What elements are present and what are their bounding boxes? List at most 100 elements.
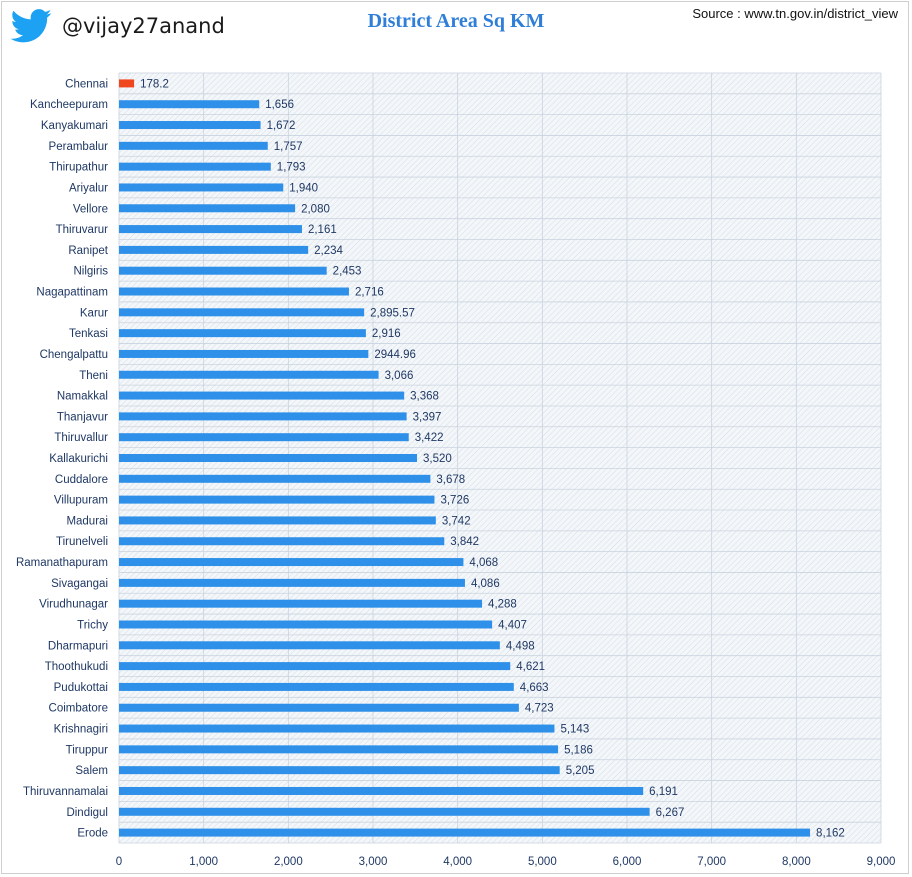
category-label: Chennai (65, 78, 108, 90)
twitter-bird-icon (10, 9, 52, 43)
data-label: 4,288 (488, 599, 517, 611)
category-label: Dindigul (66, 807, 108, 819)
x-tick-label: 0 (116, 856, 122, 868)
bar (119, 287, 349, 296)
source-credit: Source : www.tn.gov.in/district_view (692, 6, 898, 21)
bar (119, 474, 431, 483)
value-axis: 0 1,000 2,000 3,000 4,000 5,000 6,000 7,000 8,00… (116, 856, 896, 868)
data-label: 5,143 (560, 724, 589, 736)
category-label: Tiruppur (66, 744, 109, 756)
bar (119, 558, 464, 567)
category-label: Dharmapuri (48, 640, 108, 652)
category-label: Coimbatore (49, 703, 108, 715)
category-label: Kallakurichi (49, 453, 108, 465)
bar (119, 454, 418, 462)
category-label: Kanyakumari (41, 120, 108, 132)
data-label: 3,422 (415, 432, 444, 444)
bar (119, 766, 560, 775)
data-label: 6,191 (649, 786, 678, 798)
data-label: 3,397 (413, 411, 442, 423)
data-label: 4,086 (471, 578, 500, 590)
twitter-handle-block: @vijay27anand (10, 8, 225, 44)
category-label: Nilgiris (74, 266, 109, 278)
data-label: 4,621 (516, 661, 545, 673)
category-label: Cuddalore (55, 474, 108, 486)
category-label: Theni (79, 370, 108, 382)
data-label: 2,080 (301, 203, 330, 215)
data-label: 2,234 (314, 245, 343, 257)
bar (119, 828, 811, 837)
bar (119, 537, 445, 546)
category-label: Ramanathapuram (16, 557, 108, 569)
data-label: 4,723 (525, 703, 554, 715)
data-label: 1,793 (277, 162, 306, 174)
category-label: Namakkal (57, 391, 108, 403)
bar (119, 412, 407, 421)
data-label: 2,916 (372, 328, 401, 340)
category-label: Tenkasi (69, 328, 108, 340)
data-label: 1,656 (265, 99, 294, 111)
category-label: Thoothukudi (45, 661, 108, 673)
bar (119, 724, 555, 733)
bar (119, 79, 135, 88)
category-label: Chengalpattu (40, 349, 108, 361)
x-tick-label: 3,000 (359, 856, 388, 868)
data-label: 4,663 (520, 682, 549, 694)
data-label: 2,895.57 (370, 307, 415, 319)
data-label: 1,940 (289, 182, 318, 194)
category-label: Tirunelveli (56, 536, 108, 548)
bar (119, 786, 644, 795)
bar (119, 141, 268, 150)
data-label: 2,453 (333, 266, 362, 278)
bar (119, 578, 465, 587)
category-label: Thiruvannamalai (23, 786, 108, 798)
x-tick-label: 5,000 (528, 856, 557, 868)
x-tick-label: 9,000 (867, 856, 896, 868)
category-label: Vellore (73, 203, 108, 215)
bar (119, 370, 379, 379)
x-tick-label: 2,000 (274, 856, 303, 868)
category-label: Trichy (77, 619, 108, 631)
bar (119, 329, 366, 338)
data-label: 8,162 (816, 828, 845, 840)
x-tick-label: 4,000 (443, 856, 472, 868)
data-label: 1,672 (267, 120, 296, 132)
bar (119, 162, 271, 171)
category-label: Madurai (66, 515, 108, 527)
data-label: 2,161 (308, 224, 337, 236)
bar (119, 308, 365, 317)
bar (119, 349, 369, 358)
grid (118, 72, 882, 844)
category-label: Erode (77, 828, 108, 840)
data-label: 3,842 (450, 536, 479, 548)
x-tick-label: 1,000 (189, 856, 218, 868)
bar (119, 100, 260, 109)
bar (119, 495, 435, 504)
category-label: Thirupathur (49, 162, 108, 174)
data-label: 2944.96 (374, 349, 416, 361)
category-label: Krishnagiri (54, 724, 108, 736)
bar (119, 225, 302, 234)
bar (119, 620, 493, 629)
bar (119, 641, 500, 650)
category-label: Thiruvallur (54, 432, 108, 444)
category-label: Thiruvarur (56, 224, 109, 236)
bar (119, 266, 327, 275)
data-label: 4,068 (469, 557, 498, 569)
bars: 178.2 1,656 1,672 1,757 1,793 1,940 2,080 2,161… (119, 78, 845, 840)
data-label: 3,066 (385, 370, 414, 382)
data-label: 3,678 (436, 474, 465, 486)
x-tick-label: 7,000 (697, 856, 726, 868)
bar (119, 391, 405, 400)
bar (119, 121, 261, 130)
bar (119, 599, 483, 608)
data-label: 178.2 (140, 78, 169, 90)
x-tick-label: 6,000 (613, 856, 642, 868)
data-label: 6,267 (656, 807, 685, 819)
category-label: Nagapattinam (36, 287, 108, 299)
data-label: 3,368 (410, 391, 439, 403)
twitter-handle: @vijay27anand (62, 14, 225, 38)
data-label: 2,716 (355, 287, 384, 299)
